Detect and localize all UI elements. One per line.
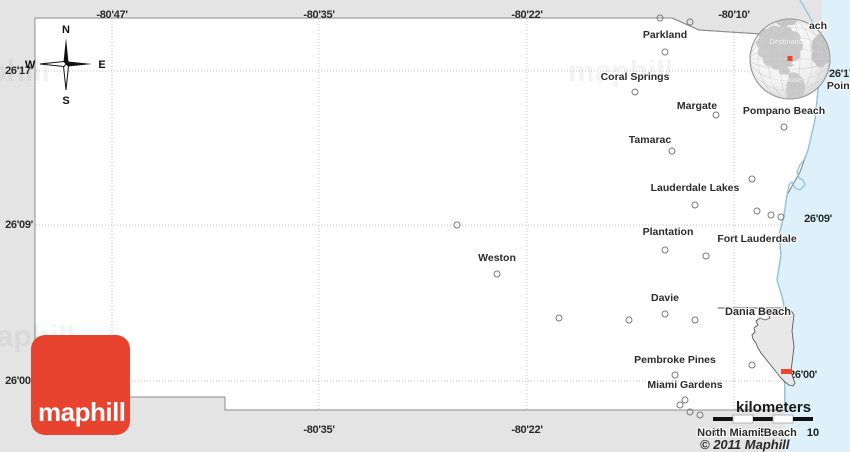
svg-text:N: N [62,24,70,36]
svg-text:S: S [62,95,69,107]
svg-text:Destinations: Destinations [769,37,811,46]
svg-text:Lighthouse Poi: Lighthouse Poi [765,75,815,84]
svg-text:E: E [98,59,105,71]
